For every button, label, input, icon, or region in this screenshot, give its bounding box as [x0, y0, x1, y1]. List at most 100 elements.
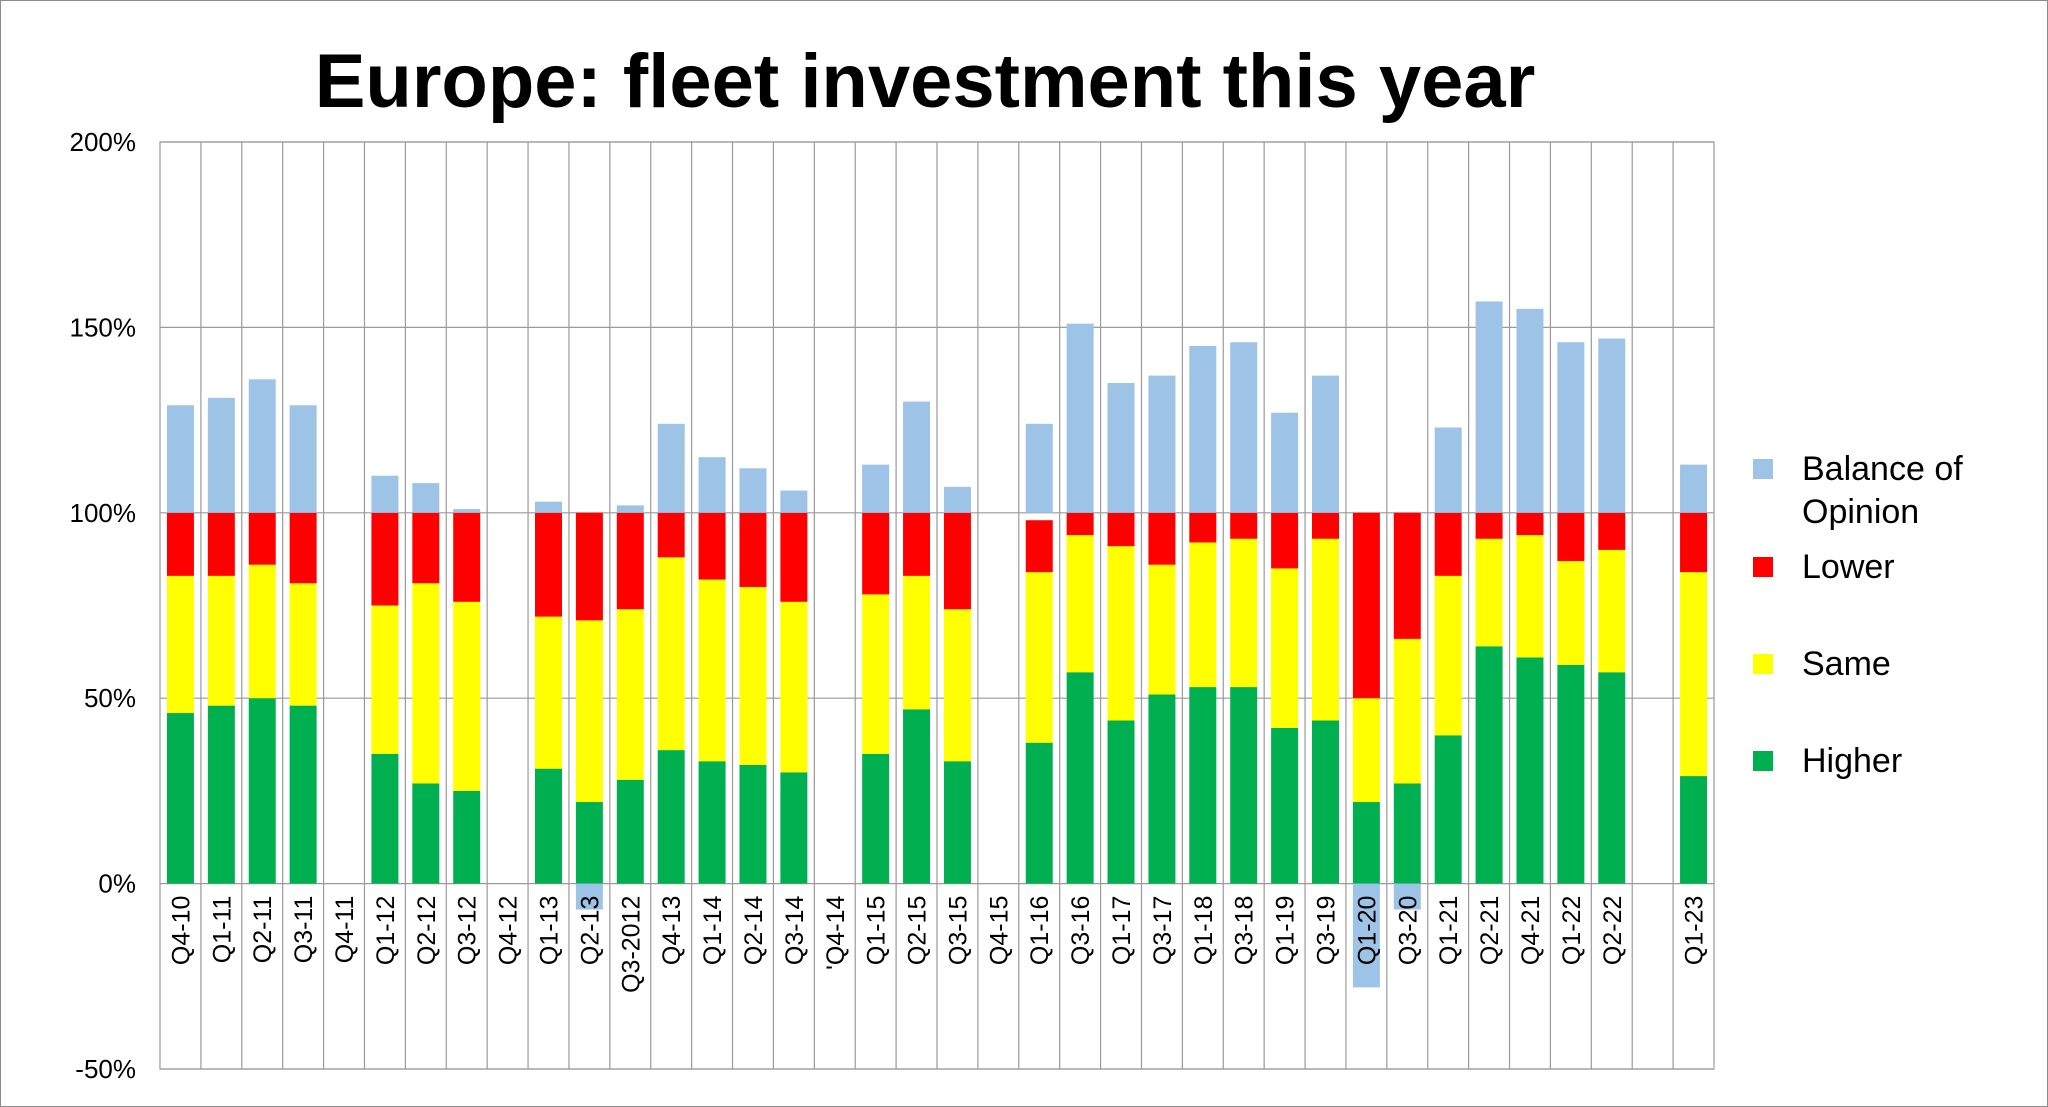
bar-same — [535, 616, 562, 769]
bar-higher — [535, 768, 562, 884]
x-tick-label: Q3-11 — [290, 896, 318, 964]
x-tick-label: Q3-16 — [1067, 896, 1095, 965]
y-tick-label: 200% — [70, 127, 137, 157]
y-tick-label: 0% — [98, 869, 136, 899]
bar-balance — [289, 405, 317, 513]
bar-balance — [1352, 883, 1380, 988]
bar-higher — [943, 761, 971, 884]
x-tick-label: Q1-19 — [1272, 896, 1300, 965]
bar-lower — [1189, 512, 1217, 543]
x-tick-label: Q2-21 — [1476, 896, 1504, 965]
bar-lower — [616, 512, 644, 610]
bar-higher — [1557, 664, 1585, 884]
bar-higher — [1312, 720, 1339, 884]
x-tick-label: Q1-20 — [1353, 896, 1381, 965]
bar-higher — [862, 753, 890, 884]
x-tick-label: Q1-14 — [699, 896, 727, 966]
bar-higher — [616, 779, 644, 884]
gridlines — [159, 141, 1715, 1070]
bar-same — [207, 575, 235, 706]
bar-same — [1107, 546, 1135, 721]
bar-lower — [1352, 512, 1380, 699]
bar-lower — [1230, 512, 1258, 539]
bar-same — [412, 583, 440, 784]
bar-lower — [1393, 512, 1421, 639]
bar-higher — [1189, 687, 1217, 884]
bar-lower — [1598, 512, 1626, 550]
bars — [166, 301, 1708, 988]
bar-higher — [657, 750, 685, 884]
y-tick-label: 150% — [70, 312, 137, 342]
bar-higher — [166, 713, 194, 884]
bar-same — [739, 586, 767, 765]
bar-same — [943, 609, 971, 762]
x-tick-label: Q3-2012 — [617, 896, 645, 993]
bar-same — [575, 620, 603, 803]
bar-same — [1066, 535, 1094, 673]
x-tick-label: Q4-13 — [658, 896, 686, 965]
bar-higher — [1230, 687, 1258, 884]
bar-balance — [412, 483, 440, 513]
bar-higher — [1475, 646, 1503, 884]
bar-lower — [1025, 520, 1053, 573]
bar-same — [903, 575, 931, 710]
bar-balance — [1025, 423, 1053, 513]
bar-same — [1393, 638, 1421, 784]
bar-higher — [412, 783, 440, 884]
bar-same — [289, 583, 317, 706]
bar-same — [657, 557, 685, 751]
legend-label: Higher — [1802, 742, 1902, 780]
bar-lower — [535, 512, 562, 617]
x-tick-label: Q3-12 — [454, 896, 482, 965]
y-tick-label: 50% — [84, 683, 136, 713]
bar-balance — [616, 505, 644, 513]
legend-label: Balance of Opinion — [1802, 450, 1963, 531]
bar-higher — [780, 772, 808, 884]
bar-same — [616, 609, 644, 780]
bar-higher — [248, 698, 276, 884]
x-tick-label: Q1-12 — [372, 896, 400, 965]
bar-higher — [289, 705, 317, 884]
bar-higher — [1516, 657, 1544, 884]
bar-lower — [1475, 512, 1503, 539]
bar-same — [1148, 564, 1176, 695]
bar-balance — [739, 468, 767, 513]
bar-higher — [371, 753, 399, 884]
bar-lower — [698, 512, 726, 580]
bar-lower — [1271, 512, 1299, 569]
bar-same — [1352, 698, 1380, 803]
bar-higher — [1271, 727, 1299, 884]
bar-same — [248, 564, 276, 699]
bar-same — [453, 601, 481, 791]
bar-balance — [657, 423, 685, 513]
bar-balance — [453, 509, 481, 513]
x-tick-label: Q1-22 — [1558, 896, 1586, 965]
bar-balance — [207, 397, 235, 513]
bar-higher — [903, 709, 931, 884]
bar-same — [1271, 568, 1299, 728]
x-tick-label: Q4-10 — [167, 896, 195, 965]
x-tick-label: Q1-11 — [208, 896, 236, 964]
bar-higher — [1107, 720, 1135, 884]
bar-higher — [575, 802, 603, 884]
bar-same — [1025, 572, 1053, 743]
bar-same — [1434, 575, 1462, 736]
bar-lower — [1107, 512, 1135, 547]
bar-same — [371, 605, 399, 754]
bar-lower — [1066, 512, 1094, 536]
bar-same — [780, 601, 808, 773]
x-tick-label: Q1-13 — [536, 896, 564, 965]
x-tick-label: Q3-17 — [1149, 896, 1177, 965]
bar-lower — [248, 512, 276, 565]
legend-label: Lower — [1802, 548, 1895, 586]
bar-balance — [943, 486, 971, 513]
bar-same — [862, 594, 890, 754]
x-tick-label: Q1-16 — [1026, 896, 1054, 965]
bar-balance — [248, 379, 276, 513]
y-tick-label: -50% — [75, 1054, 136, 1084]
bar-higher — [1393, 783, 1421, 884]
bar-higher — [207, 705, 235, 884]
bar-higher — [739, 764, 767, 884]
x-tick-label: Q2-13 — [576, 896, 604, 965]
bar-lower — [943, 512, 971, 610]
